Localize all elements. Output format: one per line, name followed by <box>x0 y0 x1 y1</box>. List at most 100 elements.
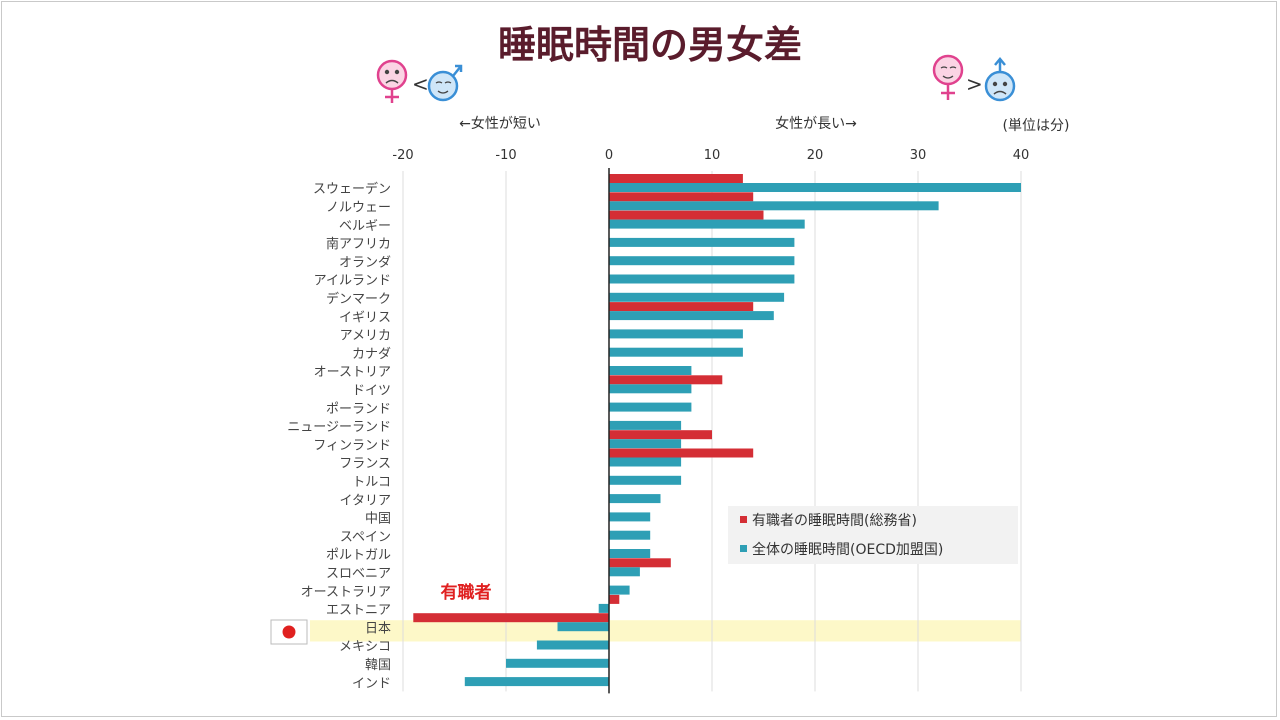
category-label: 韓国 <box>365 658 391 673</box>
bar-employed <box>609 192 754 202</box>
category-label: オーストリア <box>314 365 391 380</box>
category-label: オランダ <box>339 255 391 270</box>
bar-overall <box>609 311 774 321</box>
bar-overall <box>609 585 630 595</box>
bar-overall <box>609 274 795 284</box>
bar-overall <box>609 439 682 449</box>
bar-overall <box>609 237 795 247</box>
category-labels: スウェーデンノルウェーベルギー南アフリカオランダアイルランドデンマークイギリスア… <box>287 181 391 691</box>
bar-overall <box>557 622 609 632</box>
bar-employed <box>609 375 723 385</box>
compare-greater-than: > <box>966 72 983 96</box>
bar-overall <box>598 603 609 613</box>
category-label: エストニア <box>326 603 391 618</box>
bar-overall <box>609 384 692 394</box>
category-label: スウェーデン <box>313 181 391 197</box>
category-label: メキシコ <box>339 640 391 655</box>
category-label: デンマーク <box>326 291 391 307</box>
bar-overall <box>609 219 805 229</box>
bar-overall <box>609 402 692 412</box>
category-label: ノルウェー <box>326 200 391 215</box>
x-tick-labels: -20 -10 0 10 20 30 40 <box>392 148 1029 163</box>
bar-overall <box>536 640 609 650</box>
category-label: アメリカ <box>340 329 391 344</box>
legend-box <box>728 506 1018 564</box>
legend-swatch-overall <box>740 545 747 552</box>
bar-overall <box>609 256 795 266</box>
category-label: ニュージーランド <box>287 420 391 435</box>
x-tick-label: 10 <box>704 148 721 163</box>
bar-overall <box>609 201 939 211</box>
x-tick-label: 30 <box>910 148 927 163</box>
category-label: フィンランド <box>313 438 391 453</box>
bar-overall <box>609 347 743 357</box>
category-label: トルコ <box>352 475 391 490</box>
bar-overall <box>609 549 651 558</box>
left-note: ←女性が短い <box>459 115 541 132</box>
annotation-label: 有職者 <box>441 582 492 603</box>
highlight-layer <box>310 620 1021 642</box>
bar-employed <box>609 210 764 220</box>
legend-label-overall: 全体の睡眠時間(OECD加盟国) <box>752 541 943 558</box>
compare-less-than: < <box>412 72 429 96</box>
category-label: ポーランド <box>326 402 391 417</box>
bar-employed <box>609 174 743 183</box>
right-note: 女性が長い→ <box>775 115 857 132</box>
male-happy-icon <box>427 64 463 102</box>
category-label: イギリス <box>339 310 391 325</box>
unit-note: (単位は分) <box>1003 118 1070 134</box>
category-label: 南アフリカ <box>326 236 391 252</box>
bar-employed <box>413 613 609 623</box>
bar-overall <box>506 658 609 668</box>
female-happy-icon <box>932 54 964 100</box>
category-label: フランス <box>339 457 391 472</box>
x-tick-label: 0 <box>605 148 613 163</box>
category-label: インド <box>352 676 391 691</box>
legend-label-employed: 有職者の睡眠時間(総務省) <box>752 513 917 529</box>
male-sad-icon <box>984 57 1016 102</box>
category-label: スペイン <box>340 530 391 545</box>
legend: 有職者の睡眠時間(総務省) 全体の睡眠時間(OECD加盟国) <box>728 506 1018 564</box>
category-label: スロベニア <box>326 566 391 581</box>
x-tick-label: -10 <box>495 148 516 163</box>
japan-flag-icon <box>270 619 308 645</box>
bar-overall <box>609 512 651 522</box>
bar-overall <box>609 329 743 339</box>
female-less-than-male-icon: < <box>376 59 463 103</box>
category-label: 日本 <box>365 621 391 636</box>
bar-overall <box>609 475 682 485</box>
category-label: ポルトガル <box>326 548 391 563</box>
bars <box>413 174 1021 687</box>
bar-employed <box>609 430 712 440</box>
bar-overall <box>609 530 651 540</box>
x-tick-label: 40 <box>1013 148 1030 163</box>
category-label: ベルギー <box>339 219 391 234</box>
female-sad-icon <box>376 59 408 103</box>
category-label: カナダ <box>352 347 391 362</box>
bar-overall <box>464 677 609 687</box>
category-label: アイルランド <box>314 274 391 289</box>
category-label: イタリア <box>340 493 391 508</box>
bar-employed <box>609 302 754 312</box>
category-label: オーストラリア <box>301 585 391 600</box>
bar-overall <box>609 366 692 375</box>
category-label: ドイツ <box>352 383 391 398</box>
chart-title: 睡眠時間の男女差 <box>498 23 802 67</box>
legend-swatch-employed <box>740 516 747 523</box>
bar-overall <box>609 457 682 467</box>
female-greater-than-male-icon: > <box>932 54 1016 102</box>
bar-employed <box>609 558 671 568</box>
highlight-band-japan <box>310 620 1021 642</box>
x-tick-label: -20 <box>392 148 413 163</box>
bar-employed <box>609 448 754 458</box>
x-tick-label: 20 <box>807 148 824 163</box>
bar-overall <box>609 292 785 302</box>
bar-overall <box>609 567 640 577</box>
bar-overall <box>609 183 1021 192</box>
bar-employed <box>609 594 620 604</box>
bar-overall <box>609 494 661 504</box>
bar-overall <box>609 420 682 430</box>
category-label: 中国 <box>365 512 391 527</box>
